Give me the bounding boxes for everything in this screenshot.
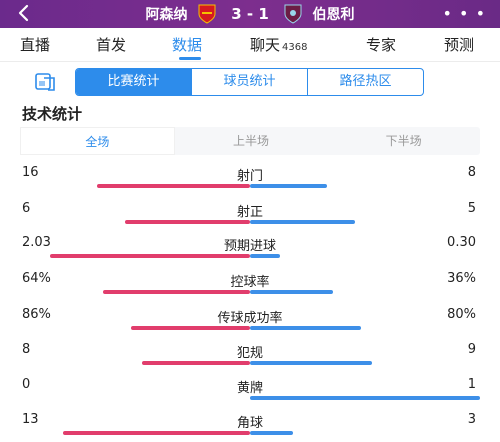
subtab-match-stats[interactable]: 比赛统计 xyxy=(76,69,191,95)
stat-name: 射门 xyxy=(236,169,263,184)
match-score: 阿森纳 3 - 1 伯恩利 xyxy=(0,4,500,24)
away-bar xyxy=(250,184,327,188)
tab-chat[interactable]: 聊天 4368 xyxy=(250,34,307,55)
chat-count-badge: 4368 xyxy=(282,42,308,53)
match-header: 阿森纳 3 - 1 伯恩利 • • • xyxy=(0,0,500,28)
away-value: 80% xyxy=(447,307,476,322)
section-title: 技术统计 xyxy=(22,105,83,123)
home-bar xyxy=(97,184,250,188)
home-value: 16 xyxy=(22,165,39,180)
away-value: 5 xyxy=(467,201,476,216)
away-bar xyxy=(250,396,480,400)
home-value: 2.03 xyxy=(22,235,51,250)
tab-chat-label: 聊天 xyxy=(250,36,281,54)
tab-lineup[interactable]: 首发 xyxy=(96,36,127,54)
home-value: 8 xyxy=(22,342,31,357)
home-bar xyxy=(125,220,250,224)
home-value: 6 xyxy=(22,201,31,216)
more-menu-button[interactable]: • • • xyxy=(442,4,486,23)
away-value: 8 xyxy=(467,165,476,180)
away-bar xyxy=(250,290,333,294)
home-bar xyxy=(142,361,250,365)
score: 3 - 1 xyxy=(231,5,269,23)
stat-name: 控球率 xyxy=(230,275,270,290)
stat-name: 射正 xyxy=(236,205,263,220)
stat-row-shots-on-target: 6 射正 5 xyxy=(20,201,480,231)
main-tabs: 直播 首发 数据 聊天 4368 专家 预测 xyxy=(0,28,500,62)
stats-subbar: 比赛统计 球员统计 路径热区 xyxy=(0,62,500,100)
stat-row-pass-accuracy: 86% 传球成功率 80% xyxy=(20,307,480,337)
home-bar xyxy=(63,431,250,435)
subtab-player-stats[interactable]: 球员统计 xyxy=(191,69,307,95)
tab-data[interactable]: 数据 xyxy=(172,36,203,54)
share-icon[interactable] xyxy=(34,72,56,92)
home-value: 86% xyxy=(22,307,51,322)
home-value: 0 xyxy=(22,377,31,392)
stat-row-possession: 64% 控球率 36% xyxy=(20,271,480,301)
stat-name: 预期进球 xyxy=(223,239,276,254)
away-team-name: 伯恩利 xyxy=(312,7,355,23)
away-value: 0.30 xyxy=(447,235,476,250)
stat-row-fouls: 8 犯规 9 xyxy=(20,342,480,372)
stats-segment-control: 比赛统计 球员统计 路径热区 xyxy=(75,68,424,96)
stat-row-xg: 2.03 预期进球 0.30 xyxy=(20,235,480,265)
away-bar xyxy=(250,254,280,258)
away-bar xyxy=(250,361,372,365)
period-full-match[interactable]: 全场 xyxy=(20,127,175,155)
tab-live[interactable]: 直播 xyxy=(20,36,51,54)
home-bar xyxy=(50,254,250,258)
stat-row-corners: 13 角球 3 xyxy=(20,412,480,442)
period-second-half[interactable]: 下半场 xyxy=(385,134,422,148)
stat-row-shots: 16 射门 8 xyxy=(20,165,480,195)
home-bar xyxy=(131,326,250,330)
home-value: 64% xyxy=(22,271,51,286)
stat-name: 犯规 xyxy=(236,346,263,361)
tab-expert[interactable]: 专家 xyxy=(366,36,397,54)
burnley-crest-icon xyxy=(284,4,302,24)
stat-row-yellow-cards: 0 黄牌 1 xyxy=(20,377,480,407)
away-bar xyxy=(250,220,355,224)
stat-name: 传球成功率 xyxy=(217,311,283,326)
back-arrow-icon[interactable] xyxy=(14,3,34,23)
period-first-half[interactable]: 上半场 xyxy=(233,134,270,148)
away-value: 1 xyxy=(467,377,476,392)
stat-name: 角球 xyxy=(236,416,263,431)
home-team-name: 阿森纳 xyxy=(145,7,188,23)
home-value: 13 xyxy=(22,412,39,427)
period-selector: 全场 上半场 下半场 xyxy=(20,127,480,155)
tab-prediction[interactable]: 预测 xyxy=(444,36,475,54)
active-tab-indicator xyxy=(179,57,201,60)
away-bar xyxy=(250,326,361,330)
home-bar xyxy=(103,290,250,294)
away-value: 3 xyxy=(467,412,476,427)
subtab-heatmap[interactable]: 路径热区 xyxy=(307,69,423,95)
stat-name: 黄牌 xyxy=(236,381,263,396)
away-value: 36% xyxy=(447,271,476,286)
away-value: 9 xyxy=(467,342,476,357)
away-bar xyxy=(250,431,293,435)
arsenal-crest-icon xyxy=(198,4,216,24)
